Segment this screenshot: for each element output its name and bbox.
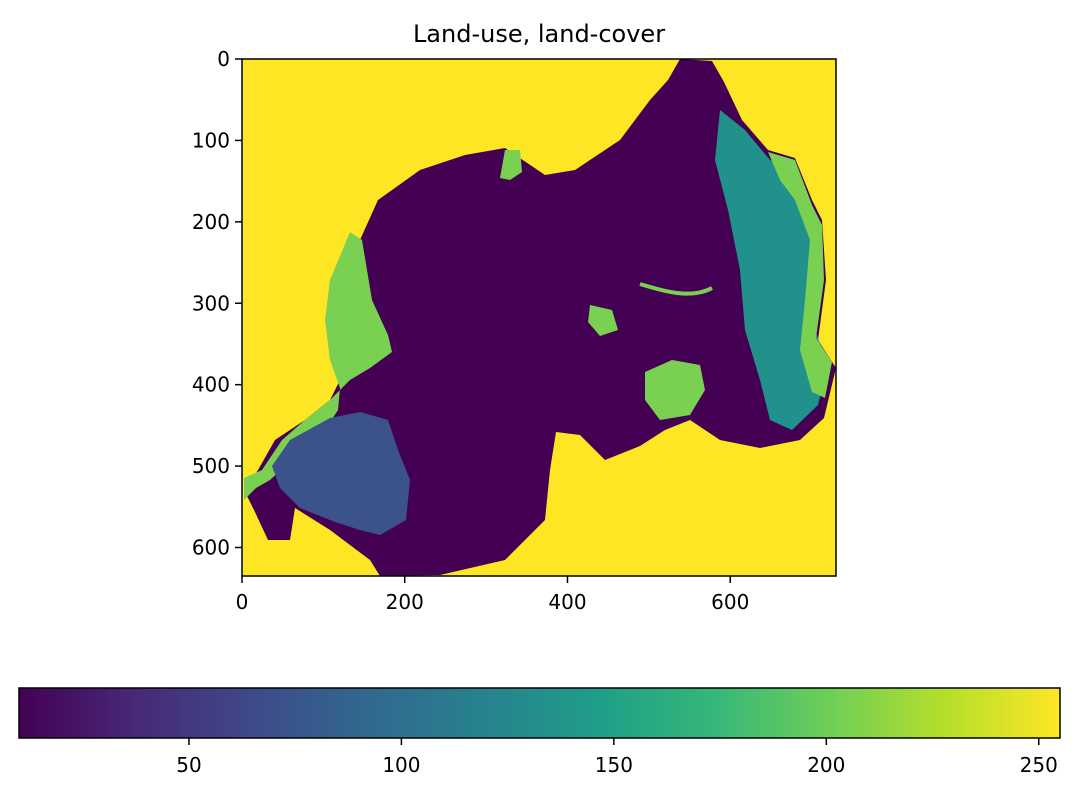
x-tick-label: 400: [548, 590, 586, 614]
southwest-region: [272, 412, 410, 535]
chart-title: Land-use, land-cover: [413, 20, 665, 48]
y-tick-label: 400: [192, 373, 230, 397]
colorbar-axis: 50 100 150 200 250: [176, 738, 1058, 777]
colorbar-tick-label: 150: [595, 753, 633, 777]
axes-frame: [241, 58, 837, 577]
x-tick-label: 200: [386, 590, 424, 614]
colorbar: [18, 687, 1061, 739]
river-line: [639, 282, 713, 296]
y-tick-label: 200: [192, 210, 230, 234]
image-area: [242, 59, 836, 576]
lake-patch-center: [588, 305, 618, 336]
y-axis: 0 100 200 300 400 500 600: [192, 47, 242, 560]
y-tick-label: 0: [217, 47, 230, 71]
x-axis: 0 200 400 600: [236, 576, 749, 614]
y-tick-label: 100: [192, 128, 230, 152]
west-lowland-region: [244, 232, 392, 500]
lake-patch-north: [500, 150, 522, 180]
lake-patch-east: [645, 360, 705, 420]
colorbar-tick-label: 100: [382, 753, 420, 777]
colorbar-tick-label: 50: [176, 753, 201, 777]
east-fringe-region: [768, 152, 832, 398]
y-tick-label: 300: [192, 291, 230, 315]
x-tick-label: 0: [236, 590, 249, 614]
colorbar-tick-label: 200: [807, 753, 845, 777]
colorbar-tick-label: 250: [1020, 753, 1058, 777]
y-tick-label: 600: [192, 536, 230, 560]
y-tick-label: 500: [192, 454, 230, 478]
x-tick-label: 600: [711, 590, 749, 614]
